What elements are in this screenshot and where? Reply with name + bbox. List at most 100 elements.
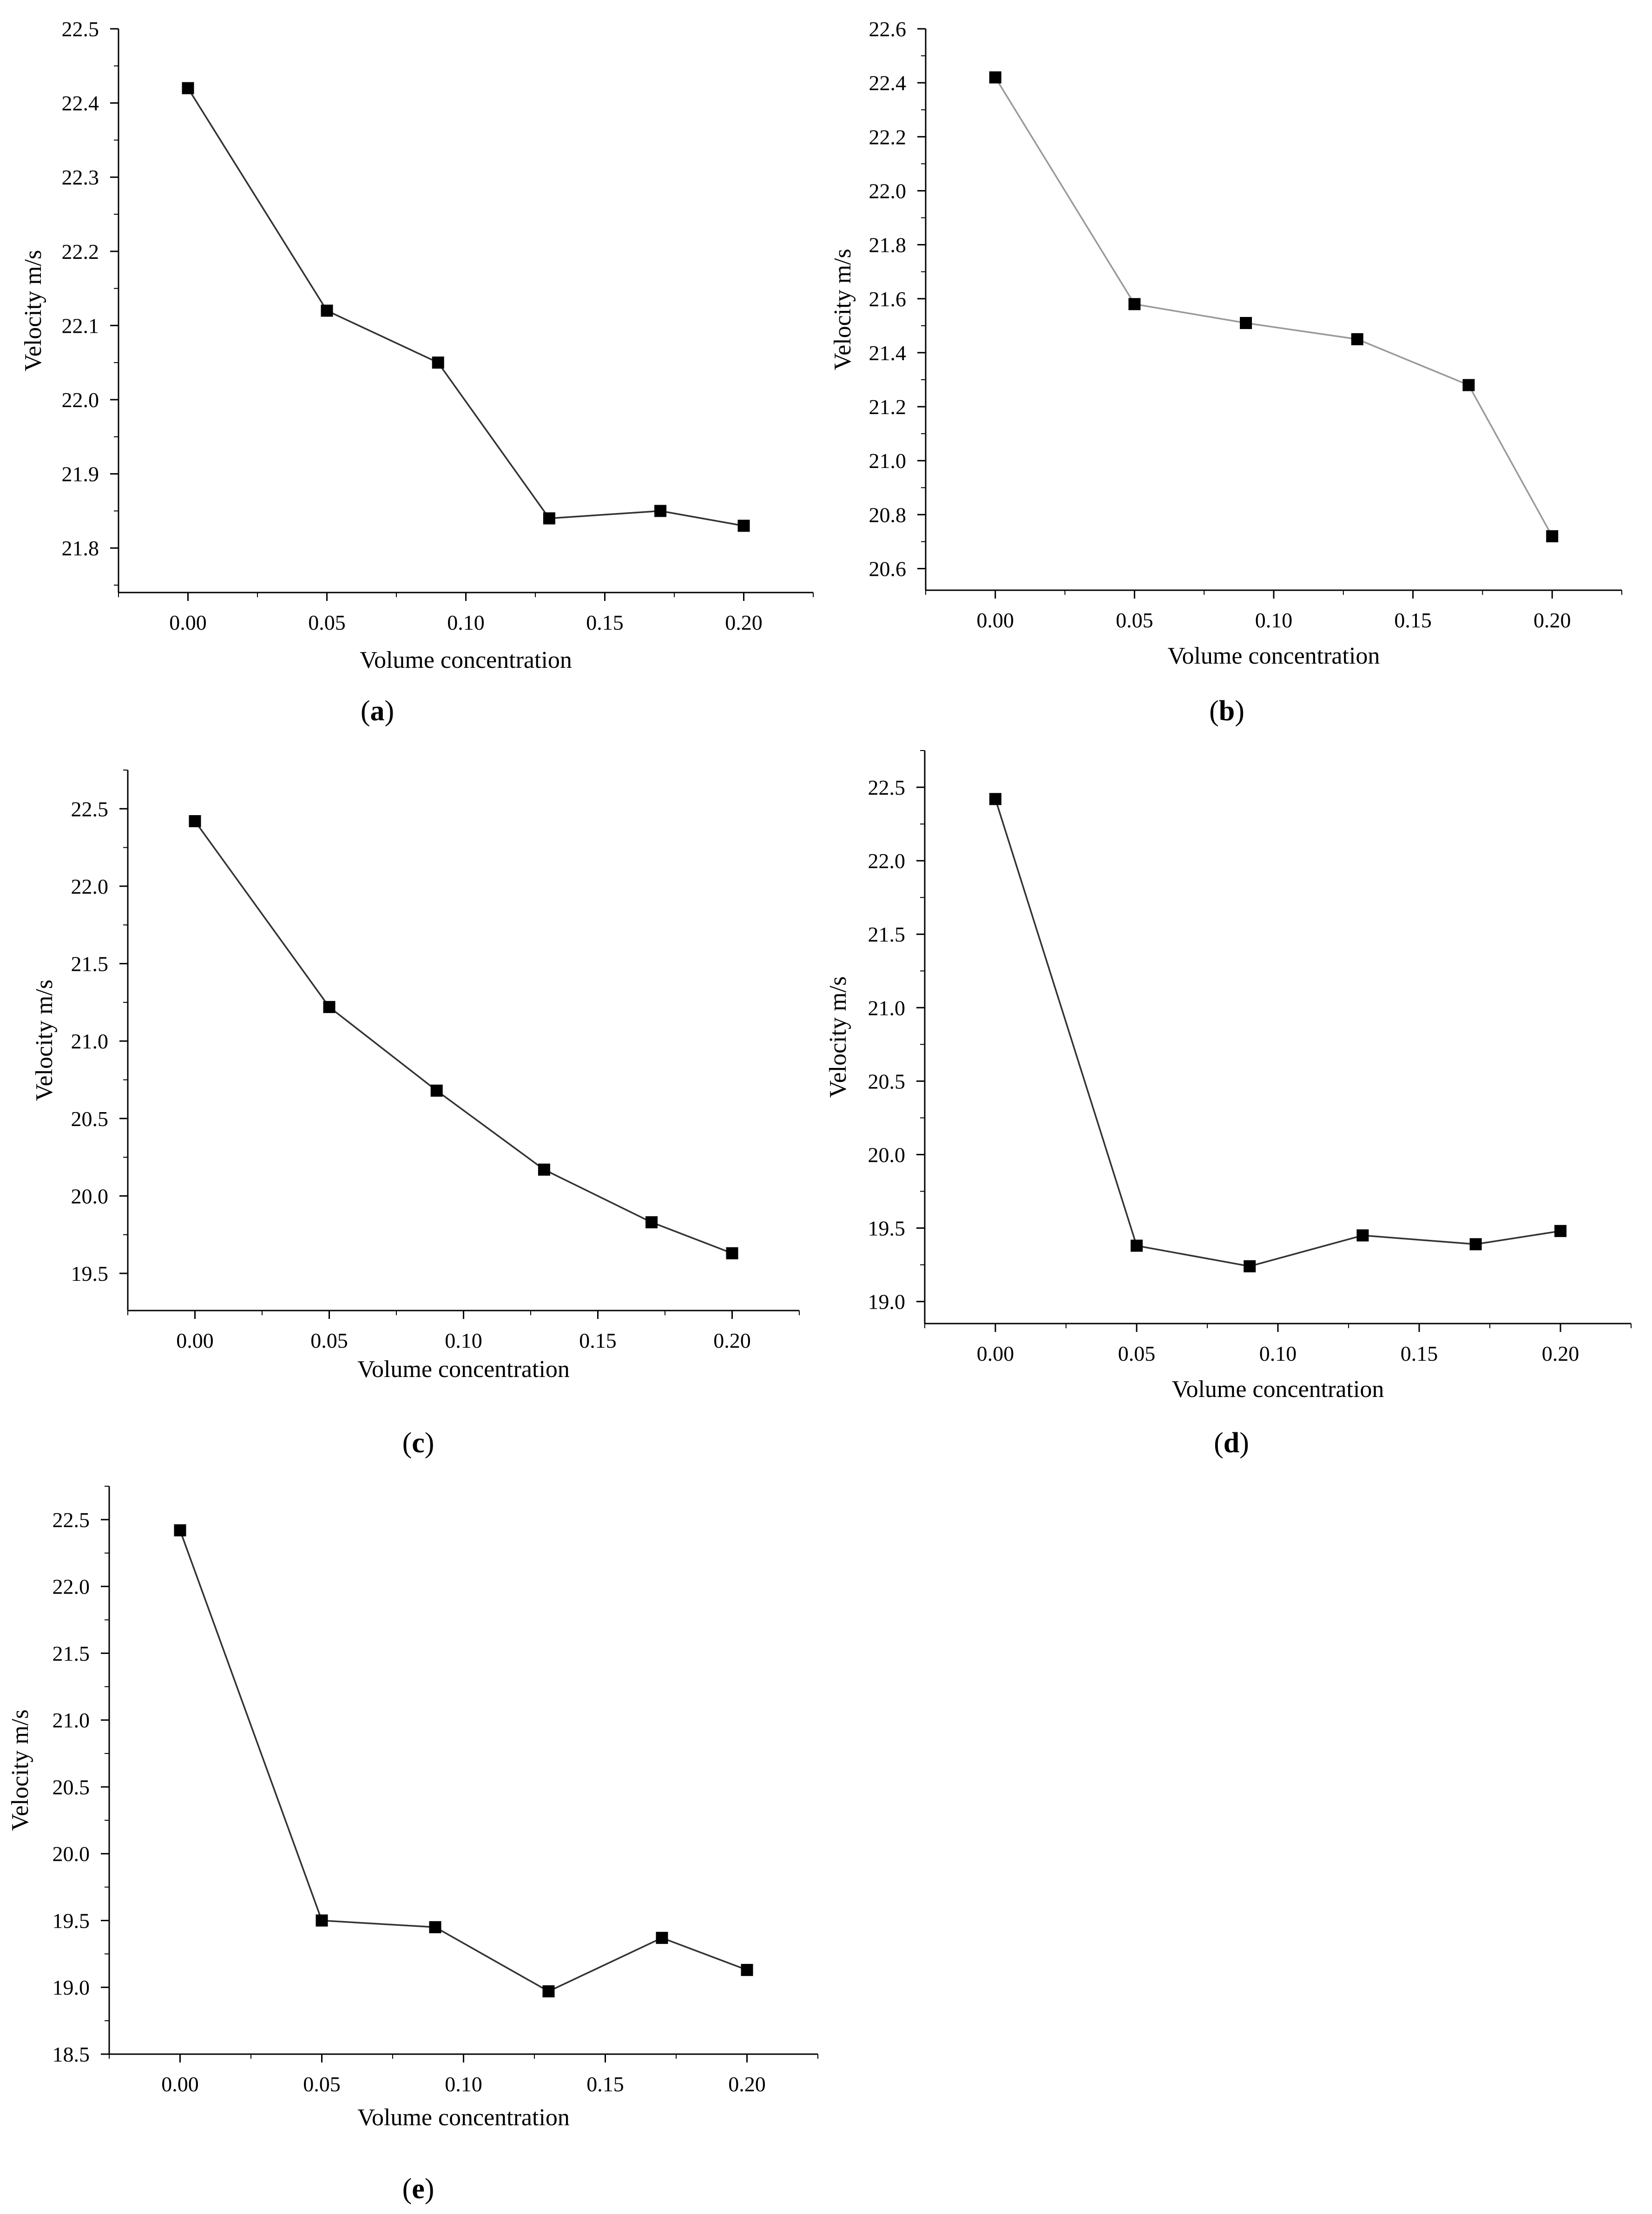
y-tick-label: 22.6 [869, 17, 907, 41]
x-tick-label: 0.20 [1534, 608, 1571, 632]
x-axis-title: Volume concentration [357, 2104, 570, 2131]
x-tick-label: 0.10 [1255, 608, 1293, 632]
y-tick-label: 21.6 [869, 287, 907, 311]
series-line [179, 1530, 748, 1992]
y-tick-label: 21.4 [869, 341, 907, 365]
data-point [316, 1914, 328, 1927]
data-point [989, 71, 1001, 84]
series-line [187, 87, 744, 527]
x-axis-title: Volume concentration [360, 647, 572, 673]
x-tick-label: 0.10 [445, 2072, 482, 2096]
y-tick-label: 22.0 [869, 179, 907, 203]
data-point [323, 1001, 336, 1013]
panel-caption: (e) [402, 2173, 434, 2205]
y-tick-label: 22.5 [53, 1508, 90, 1532]
y-tick-label: 21.2 [869, 395, 907, 419]
y-tick-label: 21.5 [53, 1641, 90, 1665]
data-point [656, 1931, 668, 1944]
y-tick-label: 19.5 [868, 1217, 906, 1240]
x-tick-label: 0.05 [303, 2072, 341, 2096]
x-tick-label: 0.20 [725, 611, 763, 634]
y-tick-label: 22.5 [71, 797, 109, 821]
data-point [737, 520, 750, 532]
caption-letter: e [412, 2173, 425, 2205]
caption-letter: a [370, 695, 385, 727]
y-tick-label: 21.8 [869, 233, 907, 257]
data-point [1469, 1238, 1482, 1251]
data-point [654, 505, 667, 517]
y-tick-label: 21.0 [868, 996, 906, 1020]
y-axis-title: Velocity m/s [7, 1709, 33, 1831]
data-point [543, 512, 555, 525]
x-tick-label: 0.10 [445, 1329, 482, 1352]
x-tick-label: 0.05 [310, 1329, 348, 1352]
y-tick-label: 20.0 [868, 1143, 906, 1166]
y-tick-label: 20.5 [53, 1775, 90, 1799]
series-line [194, 820, 733, 1254]
data-point [1244, 1260, 1256, 1272]
y-tick-label: 21.5 [868, 922, 906, 946]
y-tick-label: 19.0 [53, 1976, 90, 1999]
y-tick-label: 22.0 [53, 1575, 90, 1599]
y-tick-label: 22.4 [62, 92, 99, 115]
panel-caption: (b) [1209, 695, 1244, 727]
panel-caption: (a) [361, 695, 394, 727]
x-tick-label: 0.00 [176, 1329, 214, 1352]
x-tick-label: 0.05 [1116, 608, 1153, 632]
y-tick-label: 21.0 [53, 1708, 90, 1732]
y-axis-title: Velocity m/s [825, 976, 851, 1098]
y-tick-label: 22.1 [62, 314, 99, 337]
y-tick-label: 22.0 [868, 849, 906, 873]
x-tick-label: 0.00 [977, 1342, 1014, 1365]
data-point [1462, 379, 1475, 391]
caption-letter: b [1219, 695, 1235, 727]
data-point [189, 815, 201, 827]
caption-letter: c [412, 1427, 425, 1459]
series-line [994, 798, 1561, 1267]
y-tick-label: 21.0 [869, 449, 907, 473]
chart-panel-d: 0.00 0.05 0.10 0.15 0.20 19.0 19.5 20.0 20.5 21.0… [825, 750, 1632, 1459]
y-tick-label: 22.0 [71, 875, 109, 898]
chart-panel-a: 0.00 0.05 0.10 0.15 0.20 21.8 21.9 22.0 22.1 22.2… [20, 17, 814, 727]
y-tick-label: 22.3 [62, 165, 99, 189]
x-tick-label: 0.20 [728, 2072, 766, 2096]
chart-panel-b: 0.00 0.05 0.10 0.15 0.20 20.6 20.8 21.0 21.2 21.4… [829, 17, 1622, 727]
y-axis-title: Velocity m/s [20, 250, 46, 371]
y-tick-label: 22.2 [869, 125, 907, 149]
series-line [994, 77, 1553, 537]
y-axis-title: Velocity m/s [31, 980, 58, 1101]
data-point [1546, 530, 1559, 542]
chart-panel-e: 0.00 0.05 0.10 0.15 0.20 18.5 19.0 19.5 20.0 20.5… [7, 1486, 818, 2205]
x-tick-label: 0.20 [713, 1329, 751, 1352]
x-tick-label: 0.10 [447, 611, 485, 634]
chart-panel-c: 0.00 0.05 0.10 0.15 0.20 19.5 20.0 20.5 21.0 21.5… [31, 770, 800, 1459]
x-tick-label: 0.15 [586, 2072, 624, 2096]
data-point [1554, 1225, 1566, 1237]
data-point [542, 1985, 555, 1997]
data-point [1131, 1239, 1143, 1252]
data-point [538, 1163, 550, 1176]
y-tick-label: 22.5 [868, 776, 906, 799]
caption-letter: d [1224, 1427, 1239, 1459]
data-point [1356, 1229, 1369, 1242]
data-point [1128, 298, 1141, 310]
data-point [321, 304, 333, 317]
data-point [726, 1247, 738, 1259]
y-axis-title: Velocity m/s [829, 249, 856, 370]
x-tick-label: 0.10 [1259, 1342, 1297, 1365]
data-point [1351, 333, 1363, 345]
x-tick-label: 0.15 [579, 1329, 617, 1352]
x-tick-label: 0.15 [1401, 1342, 1438, 1365]
x-tick-label: 0.05 [1118, 1342, 1156, 1365]
panel-caption: (c) [402, 1427, 434, 1459]
y-tick-label: 20.6 [869, 557, 907, 581]
y-tick-label: 21.5 [71, 952, 109, 976]
y-tick-label: 19.5 [53, 1909, 90, 1932]
data-point [432, 356, 444, 369]
y-tick-label: 19.0 [868, 1290, 906, 1314]
y-tick-label: 21.9 [62, 462, 99, 486]
data-point [429, 1921, 441, 1933]
y-tick-label: 21.8 [62, 536, 99, 560]
data-point [430, 1084, 443, 1097]
